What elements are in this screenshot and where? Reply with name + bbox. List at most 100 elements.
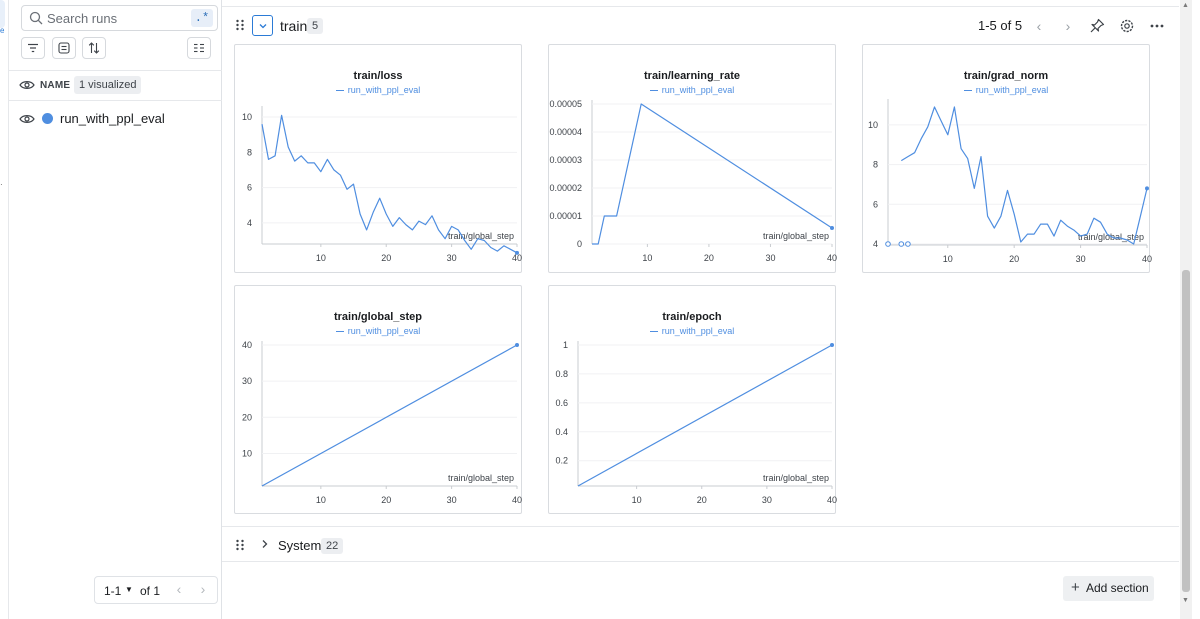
x-tick-label: 20 [697, 495, 707, 505]
y-tick-label: 30 [242, 376, 252, 386]
scrollbar-thumb[interactable] [1182, 270, 1190, 592]
chart-panel[interactable]: train/global_step run_with_ppl_eval 10 20… [234, 285, 522, 514]
settings-icon[interactable] [1118, 17, 1136, 35]
columns-button[interactable] [187, 37, 211, 59]
drag-handle-icon[interactable] [235, 19, 245, 31]
x-tick-label: 40 [1142, 254, 1152, 264]
y-tick-label: 0.2 [555, 456, 568, 466]
run-row[interactable]: run_with_ppl_eval [9, 106, 222, 132]
vertical-scrollbar[interactable]: ▲ ▼ [1180, 0, 1192, 619]
name-column-label[interactable]: NAME [40, 80, 71, 91]
page-count: of 1 [140, 584, 161, 598]
sort-button[interactable] [82, 37, 106, 59]
runs-sidebar: .* [8, 0, 222, 619]
prev-page-icon[interactable]: ‹ [176, 581, 182, 597]
section-count-badge: 5 [307, 18, 324, 34]
y-tick-label: 0.00001 [549, 211, 582, 221]
scroll-up-arrow-icon[interactable]: ▲ [1182, 2, 1189, 9]
chart-legend[interactable]: run_with_ppl_eval [549, 326, 835, 336]
x-tick-label: 10 [632, 495, 642, 505]
section-title[interactable]: train [280, 18, 308, 34]
x-tick-label: 40 [827, 495, 837, 505]
next-page-icon[interactable]: › [200, 581, 206, 597]
y-tick-label: 10 [868, 120, 878, 130]
filter-button[interactable] [21, 37, 45, 59]
x-tick-label: 10 [316, 495, 326, 505]
y-tick-label: 0.00005 [549, 99, 582, 109]
chevron-right-icon[interactable] [259, 538, 271, 550]
y-tick-label: 4 [247, 218, 252, 228]
legend-label: run_with_ppl_eval [347, 326, 421, 336]
runs-pager: 1-1 ▼ of 1 ‹ › [94, 576, 218, 604]
x-axis-label: train/global_step [448, 231, 514, 241]
x-tick-label: 10 [316, 253, 326, 263]
eye-icon[interactable] [19, 78, 35, 92]
chart-title: train/grad_norm [963, 70, 1049, 82]
add-section-label: Add section [1086, 581, 1149, 595]
system-count-badge: 22 [321, 538, 344, 554]
regex-toggle[interactable]: .* [191, 9, 213, 27]
x-tick-label: 20 [381, 495, 391, 505]
section-pager-text: 1-5 of 5 [978, 18, 1023, 33]
search-icon [29, 11, 43, 25]
scroll-down-arrow-icon[interactable]: ▼ [1182, 597, 1189, 604]
x-tick-label: 30 [765, 253, 775, 263]
legend-label: run_with_ppl_eval [347, 85, 421, 95]
chart-legend[interactable]: run_with_ppl_eval [235, 85, 521, 95]
group-icon [58, 42, 70, 54]
legend-label: run_with_ppl_eval [661, 85, 735, 95]
columns-icon [194, 43, 204, 53]
y-tick-label: 8 [247, 147, 252, 157]
series-end-point [830, 226, 834, 231]
isolated-point [898, 241, 905, 247]
x-tick-label: 30 [447, 253, 457, 263]
nav-active-tab[interactable] [0, 0, 5, 28]
nav-edge-dot: · [0, 180, 3, 189]
drag-handle-icon[interactable] [235, 539, 245, 551]
caret-down-icon[interactable]: ▼ [125, 585, 133, 594]
group-button[interactable] [52, 37, 76, 59]
search-input[interactable] [47, 9, 187, 27]
next-page-icon[interactable]: › [1065, 18, 1071, 34]
y-tick-label: 1 [563, 340, 568, 350]
isolated-point [905, 241, 911, 247]
y-tick-label: 0.00004 [549, 127, 582, 137]
add-section-button[interactable]: + Add section [1063, 576, 1154, 601]
system-section[interactable]: System 22 [222, 528, 1179, 562]
chart-panel[interactable]: train/loss run_with_ppl_eval 4 6 8 10 10 20 30… [234, 44, 522, 273]
nav-edge-glyph: e [0, 26, 5, 35]
series-end-point [515, 250, 519, 255]
chart-plot: 0 0.00001 0.00002 0.00003 0.00004 0.00005 10 20… [549, 99, 837, 263]
chart-panel[interactable]: train/grad_norm run_with_ppl_eval 4 6 8 10 1… [862, 44, 1152, 273]
sort-icon [88, 42, 100, 54]
y-tick-label: 0.6 [555, 398, 568, 408]
eye-icon[interactable] [19, 112, 35, 126]
page-range-select[interactable]: 1-1 [104, 584, 122, 598]
isolated-point [885, 241, 891, 247]
run-color-dot[interactable] [42, 113, 53, 124]
y-tick-label: 0.4 [555, 427, 568, 437]
y-tick-label: 8 [873, 160, 878, 170]
x-tick-label: 30 [762, 495, 772, 505]
more-icon[interactable] [1148, 17, 1166, 35]
y-tick-label: 10 [242, 448, 252, 458]
x-tick-label: 10 [943, 254, 953, 264]
run-name[interactable]: run_with_ppl_eval [60, 111, 165, 126]
series-end-point [515, 343, 519, 347]
x-tick-label: 30 [447, 495, 457, 505]
chart-legend[interactable]: run_with_ppl_eval [549, 85, 835, 95]
system-section-title[interactable]: System [278, 538, 322, 553]
chart-plot: 0.2 0.4 0.6 0.8 1 10 20 30 40 train/global_step [555, 340, 837, 505]
series-line [261, 344, 518, 487]
prev-page-icon[interactable]: ‹ [1036, 18, 1042, 34]
search-box[interactable]: .* [21, 5, 218, 31]
section-collapse-toggle[interactable] [252, 15, 273, 36]
series-line [261, 114, 518, 254]
series-line [592, 103, 833, 245]
chart-legend[interactable]: run_with_ppl_eval [863, 85, 1149, 95]
chart-legend[interactable]: run_with_ppl_eval [235, 326, 521, 336]
pin-icon[interactable] [1088, 17, 1106, 35]
chart-title: train/learning_rate [644, 70, 740, 82]
chart-panel[interactable]: train/epoch run_with_ppl_eval 0.2 0.4 0.6 0… [548, 285, 837, 514]
